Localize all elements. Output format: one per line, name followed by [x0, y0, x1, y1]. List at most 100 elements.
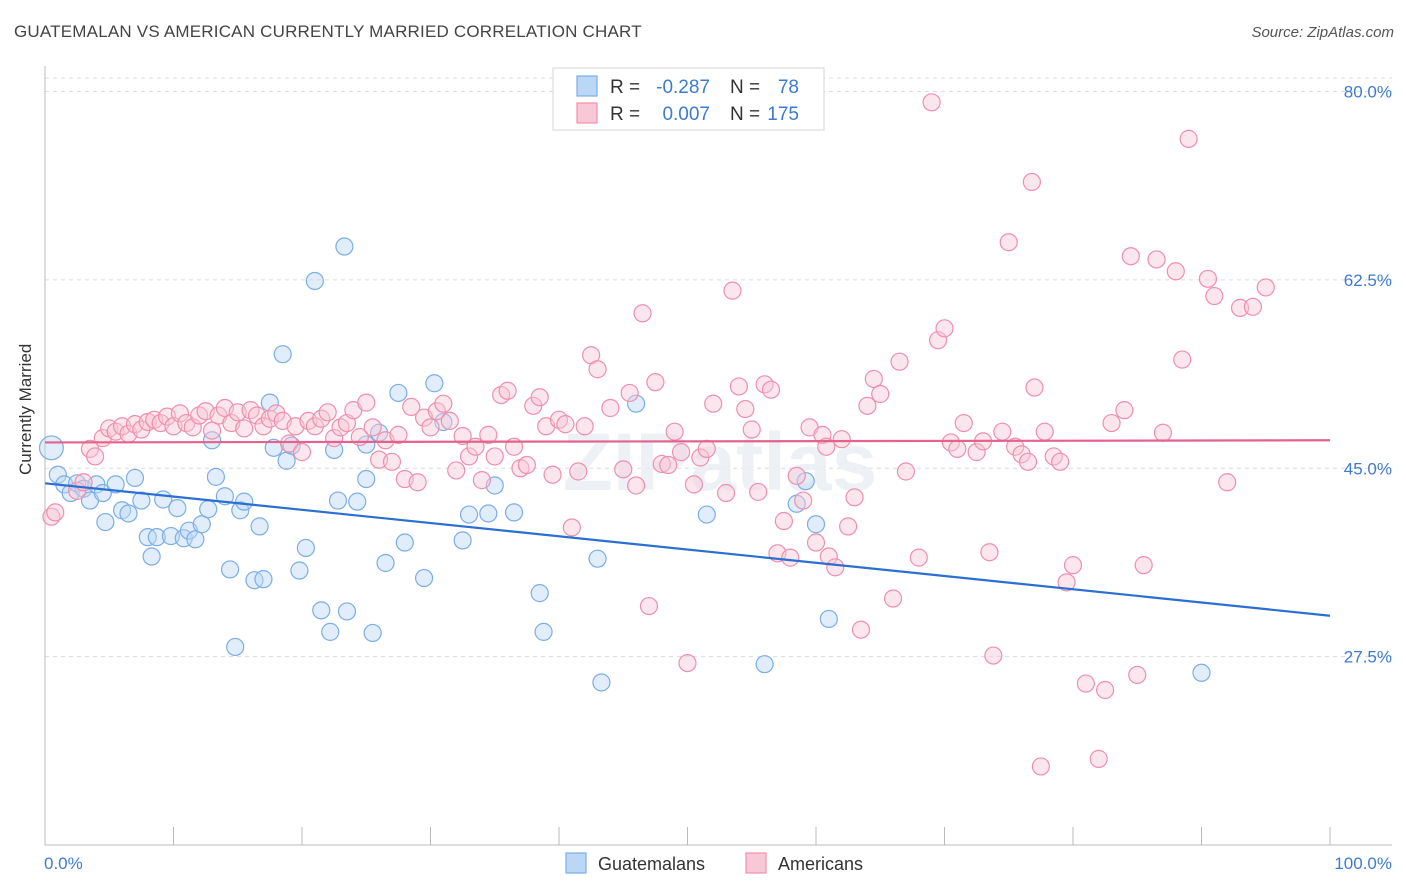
- guatemalans-point: [335, 237, 354, 256]
- americans-point: [948, 439, 967, 458]
- americans-point: [1063, 556, 1083, 575]
- americans-point: [1096, 680, 1115, 700]
- guatemalans-point: [202, 431, 222, 450]
- y-tick-label: 62.5%: [1344, 271, 1392, 290]
- guatemalans-point: [290, 561, 309, 580]
- americans-point: [984, 646, 1003, 665]
- guatemalans-point: [504, 503, 524, 522]
- americans-point: [46, 503, 65, 522]
- americans-point: [1218, 473, 1237, 492]
- legend-n-label: N =: [730, 77, 760, 98]
- guatemalans-point: [357, 435, 376, 454]
- guatemalans-point: [296, 538, 315, 558]
- americans-point: [826, 558, 845, 577]
- bottom-legend-swatch: [565, 852, 587, 874]
- americans-point: [671, 443, 691, 462]
- americans-point: [254, 417, 273, 436]
- trend-lines: [44, 439, 1331, 617]
- americans-point: [382, 452, 402, 471]
- americans-point: [543, 465, 562, 484]
- guatemalans-point: [414, 568, 434, 588]
- americans-point: [183, 418, 202, 437]
- americans-point: [601, 398, 620, 418]
- americans-point: [806, 533, 826, 552]
- americans-point: [170, 404, 190, 423]
- americans-point: [729, 377, 749, 396]
- americans-point: [890, 352, 909, 371]
- americans-point: [1035, 422, 1054, 441]
- americans-point: [132, 420, 151, 439]
- americans-point: [459, 447, 479, 466]
- guatemalans-point: [106, 475, 125, 494]
- americans-point: [1179, 129, 1198, 148]
- legend-swatch: [576, 75, 598, 97]
- americans-point: [1198, 269, 1218, 288]
- americans-point: [447, 461, 466, 480]
- americans-point: [817, 437, 836, 456]
- legend-n-value: 78: [778, 77, 799, 98]
- americans-point: [678, 653, 697, 673]
- guatemalans-point: [363, 623, 382, 643]
- guatemalans-point: [186, 530, 205, 549]
- americans-point: [980, 543, 999, 562]
- americans-point: [1006, 437, 1025, 456]
- y-tick-label: 45.0%: [1344, 459, 1392, 478]
- americans-point: [967, 443, 986, 462]
- guatemalans-point: [220, 560, 240, 579]
- americans-point: [1230, 298, 1250, 317]
- americans-point: [427, 402, 447, 421]
- americans-point: [935, 319, 954, 338]
- americans-point: [794, 491, 813, 510]
- americans-point: [871, 384, 890, 404]
- americans-point: [1243, 297, 1263, 316]
- guatemalans-point: [48, 465, 67, 484]
- guatemalans-point: [453, 531, 472, 550]
- guatemalans-point: [796, 472, 815, 491]
- americans-point: [704, 394, 723, 413]
- guatemalans-point: [479, 504, 498, 523]
- guatemalans-point: [328, 491, 348, 510]
- guatemalans-point: [142, 547, 161, 566]
- americans-point: [922, 93, 941, 112]
- guatemalans-point: [819, 609, 838, 629]
- guatemalans-point: [697, 505, 716, 524]
- americans-point: [864, 369, 883, 389]
- guatemalans-point: [337, 602, 357, 621]
- americans-point: [839, 517, 858, 536]
- guatemalans-point: [348, 492, 367, 511]
- americans-point: [614, 460, 633, 479]
- legend-r-label: R =: [610, 77, 640, 98]
- guatemalans-point: [38, 435, 64, 461]
- americans-point: [954, 413, 973, 433]
- americans-point: [402, 397, 421, 417]
- americans-point: [363, 418, 382, 437]
- americans-point: [858, 396, 877, 415]
- americans-point: [1121, 247, 1140, 266]
- guatemalans-point: [530, 584, 549, 603]
- americans-point: [1102, 413, 1121, 433]
- americans-point: [723, 281, 742, 300]
- americans-point: [697, 439, 716, 458]
- americans-point: [498, 381, 517, 400]
- americans-point: [1057, 573, 1076, 592]
- guatemalans-point: [305, 271, 324, 291]
- americans-point: [1134, 556, 1153, 575]
- guatemalans-point: [231, 501, 250, 520]
- americans-point: [684, 475, 704, 494]
- americans-point: [832, 430, 851, 449]
- americans-point: [736, 399, 755, 419]
- americans-point: [1147, 250, 1166, 269]
- americans-point: [389, 425, 408, 444]
- americans-point: [646, 373, 665, 392]
- americans-point: [292, 443, 312, 462]
- bottom-legend: Guatemalans Americans: [565, 852, 863, 874]
- americans-point: [556, 415, 575, 434]
- guatemalans-point: [592, 673, 611, 692]
- gridlines: [45, 77, 1392, 658]
- guatemalans-point: [199, 500, 218, 519]
- americans-point: [453, 426, 472, 446]
- americans-point: [896, 462, 916, 481]
- guatemalans-point: [192, 515, 211, 534]
- americans-point: [472, 471, 491, 490]
